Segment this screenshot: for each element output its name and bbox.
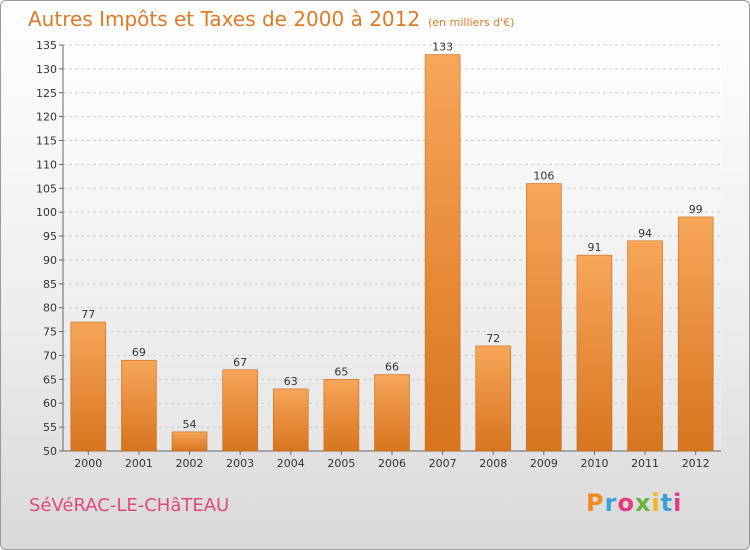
x-tick-label: 2004 <box>277 457 305 470</box>
bar-value-label: 66 <box>385 361 399 374</box>
y-tick-label: 100 <box>36 206 57 219</box>
x-tick-label: 2001 <box>125 457 153 470</box>
bar <box>424 54 461 452</box>
x-tick-label: 2000 <box>74 457 102 470</box>
title-block: Autres Impôts et Taxes de 2000 à 2012 (en… <box>28 7 514 31</box>
x-tick-label: 2009 <box>530 457 558 470</box>
bar <box>374 374 410 452</box>
bar-value-label: 99 <box>689 203 703 216</box>
y-tick-label: 115 <box>36 135 57 148</box>
bar-value-label: 91 <box>587 241 601 254</box>
y-tick-label: 130 <box>36 63 57 76</box>
bar <box>272 388 309 452</box>
bar-value-label: 67 <box>233 356 247 369</box>
bar-value-label: 77 <box>81 308 95 321</box>
y-tick-label: 65 <box>43 373 57 386</box>
bar-value-label: 54 <box>183 418 197 431</box>
proxiti-logo: Proxiti <box>586 489 683 517</box>
city-name: SéVéRAC-LE-CHâTEAU <box>29 495 230 516</box>
y-tick-label: 105 <box>36 182 57 195</box>
bar-value-label: 106 <box>533 170 554 183</box>
bar <box>323 379 360 452</box>
y-tick-label: 135 <box>36 39 57 52</box>
y-tick-label: 110 <box>36 158 57 171</box>
bar <box>222 369 258 452</box>
x-tick-label: 2010 <box>580 457 608 470</box>
y-tick-label: 85 <box>43 278 57 291</box>
x-tick-label: 2012 <box>682 457 710 470</box>
bar <box>121 359 157 452</box>
y-tick-label: 75 <box>43 326 57 339</box>
y-tick-label: 125 <box>36 87 57 100</box>
bar <box>677 216 714 452</box>
y-tick-label: 60 <box>43 397 57 410</box>
bar-value-label: 69 <box>132 346 146 359</box>
bar <box>627 240 663 452</box>
bar <box>70 321 107 452</box>
bar-value-label: 133 <box>432 41 453 54</box>
chart-title: Autres Impôts et Taxes de 2000 à 2012 <box>28 7 421 31</box>
y-tick-label: 55 <box>43 421 57 434</box>
x-tick-label: 2003 <box>226 457 254 470</box>
x-tick-label: 2006 <box>378 457 406 470</box>
y-tick-label: 90 <box>43 254 57 267</box>
bar-value-label: 65 <box>334 365 348 378</box>
bar <box>171 431 208 452</box>
bar-value-label: 72 <box>486 332 500 345</box>
bar <box>526 183 562 452</box>
x-tick-label: 2002 <box>176 457 204 470</box>
chart-subtitle: (en milliers d'€) <box>428 16 515 29</box>
y-tick-label: 120 <box>36 111 57 124</box>
bar <box>475 345 512 452</box>
bar-value-label: 94 <box>638 227 652 240</box>
x-tick-label: 2008 <box>479 457 507 470</box>
x-tick-label: 2007 <box>429 457 457 470</box>
y-tick-label: 80 <box>43 302 57 315</box>
bar <box>576 254 613 452</box>
bar-value-label: 63 <box>284 375 298 388</box>
y-tick-label: 70 <box>43 349 57 362</box>
x-tick-label: 2005 <box>327 457 355 470</box>
y-tick-label: 50 <box>43 445 57 458</box>
x-tick-label: 2011 <box>631 457 659 470</box>
y-tick-label: 95 <box>43 230 57 243</box>
